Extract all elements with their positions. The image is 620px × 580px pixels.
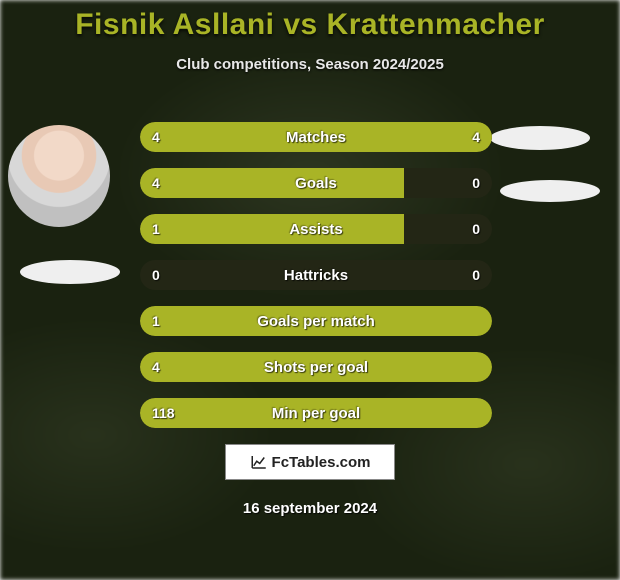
stat-label: Hattricks <box>140 260 492 290</box>
stat-label: Min per goal <box>140 398 492 428</box>
player-left-avatar <box>8 125 110 227</box>
logo-text: FcTables.com <box>272 454 371 471</box>
stat-row: 00Hattricks <box>140 260 492 290</box>
stat-label: Matches <box>140 122 492 152</box>
stat-label: Goals <box>140 168 492 198</box>
stat-row: 1Goals per match <box>140 306 492 336</box>
chart-icon <box>250 453 268 471</box>
stats-bars: 44Matches 40Goals 10Assists 00Hattricks 1Goa… <box>140 122 492 444</box>
stat-row: 44Matches <box>140 122 492 152</box>
stat-row: 10Assists <box>140 214 492 244</box>
stat-row: 118Min per goal <box>140 398 492 428</box>
stat-label: Assists <box>140 214 492 244</box>
date-text: 16 september 2024 <box>0 500 620 517</box>
content-root: Fisnik Asllani vs Krattenmacher Club com… <box>0 0 620 580</box>
player-right-avatar-placeholder <box>490 126 590 150</box>
page-title: Fisnik Asllani vs Krattenmacher <box>0 0 620 42</box>
site-logo: FcTables.com <box>225 444 395 480</box>
player-right-badge-placeholder <box>500 180 600 202</box>
stat-label: Shots per goal <box>140 352 492 382</box>
stat-row: 40Goals <box>140 168 492 198</box>
page-subtitle: Club competitions, Season 2024/2025 <box>0 56 620 73</box>
player-left-badge-placeholder <box>20 260 120 284</box>
stat-label: Goals per match <box>140 306 492 336</box>
stat-row: 4Shots per goal <box>140 352 492 382</box>
